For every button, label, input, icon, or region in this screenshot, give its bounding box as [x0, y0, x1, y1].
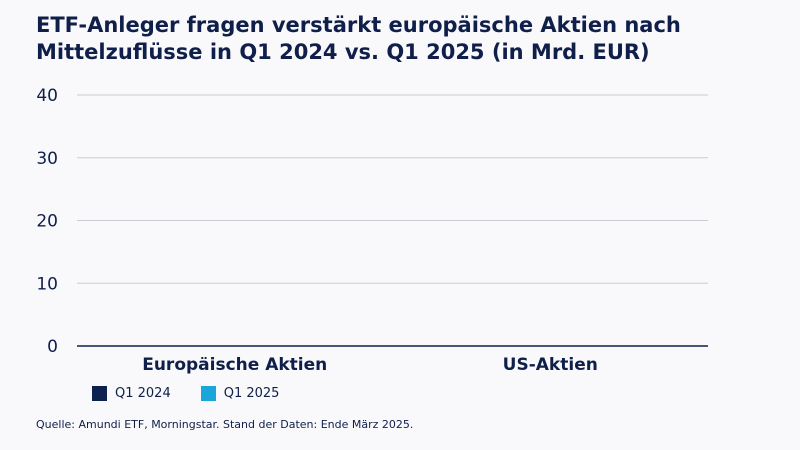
legend: Q1 2024 Q1 2025: [92, 386, 279, 401]
legend-swatch-q1-2025: [200, 386, 216, 401]
category-label-1: US-Aktien: [503, 355, 598, 375]
legend-label-q1-2024: Q1 2024: [115, 386, 171, 401]
bar-chart: 0 10 20 30 40 Europäische Aktien US-Aktien: [36, 86, 708, 375]
y-tick-label-10: 10: [36, 274, 58, 294]
y-tick-label-40: 40: [36, 86, 58, 106]
category-label-0: Europäische Aktien: [142, 355, 327, 375]
y-tick-label-0: 0: [47, 337, 58, 357]
source-note: Quelle: Amundi ETF, Morningstar. Stand d…: [36, 418, 414, 431]
legend-item-q1-2025: Q1 2025: [200, 386, 280, 401]
y-tick-label-20: 20: [36, 212, 58, 232]
legend-item-q1-2024: Q1 2024: [92, 386, 171, 401]
chart-title-line-2: Mittelzuflüsse in Q1 2024 vs. Q1 2025 (i…: [36, 40, 650, 64]
chart-title-line-1: ETF-Anleger fragen verstärkt europäische…: [36, 13, 681, 37]
y-tick-label-30: 30: [36, 149, 58, 169]
legend-swatch-q1-2024: [92, 386, 107, 401]
legend-label-q1-2025: Q1 2025: [223, 386, 280, 401]
chart-title: ETF-Anleger fragen verstärkt europäische…: [36, 12, 776, 66]
